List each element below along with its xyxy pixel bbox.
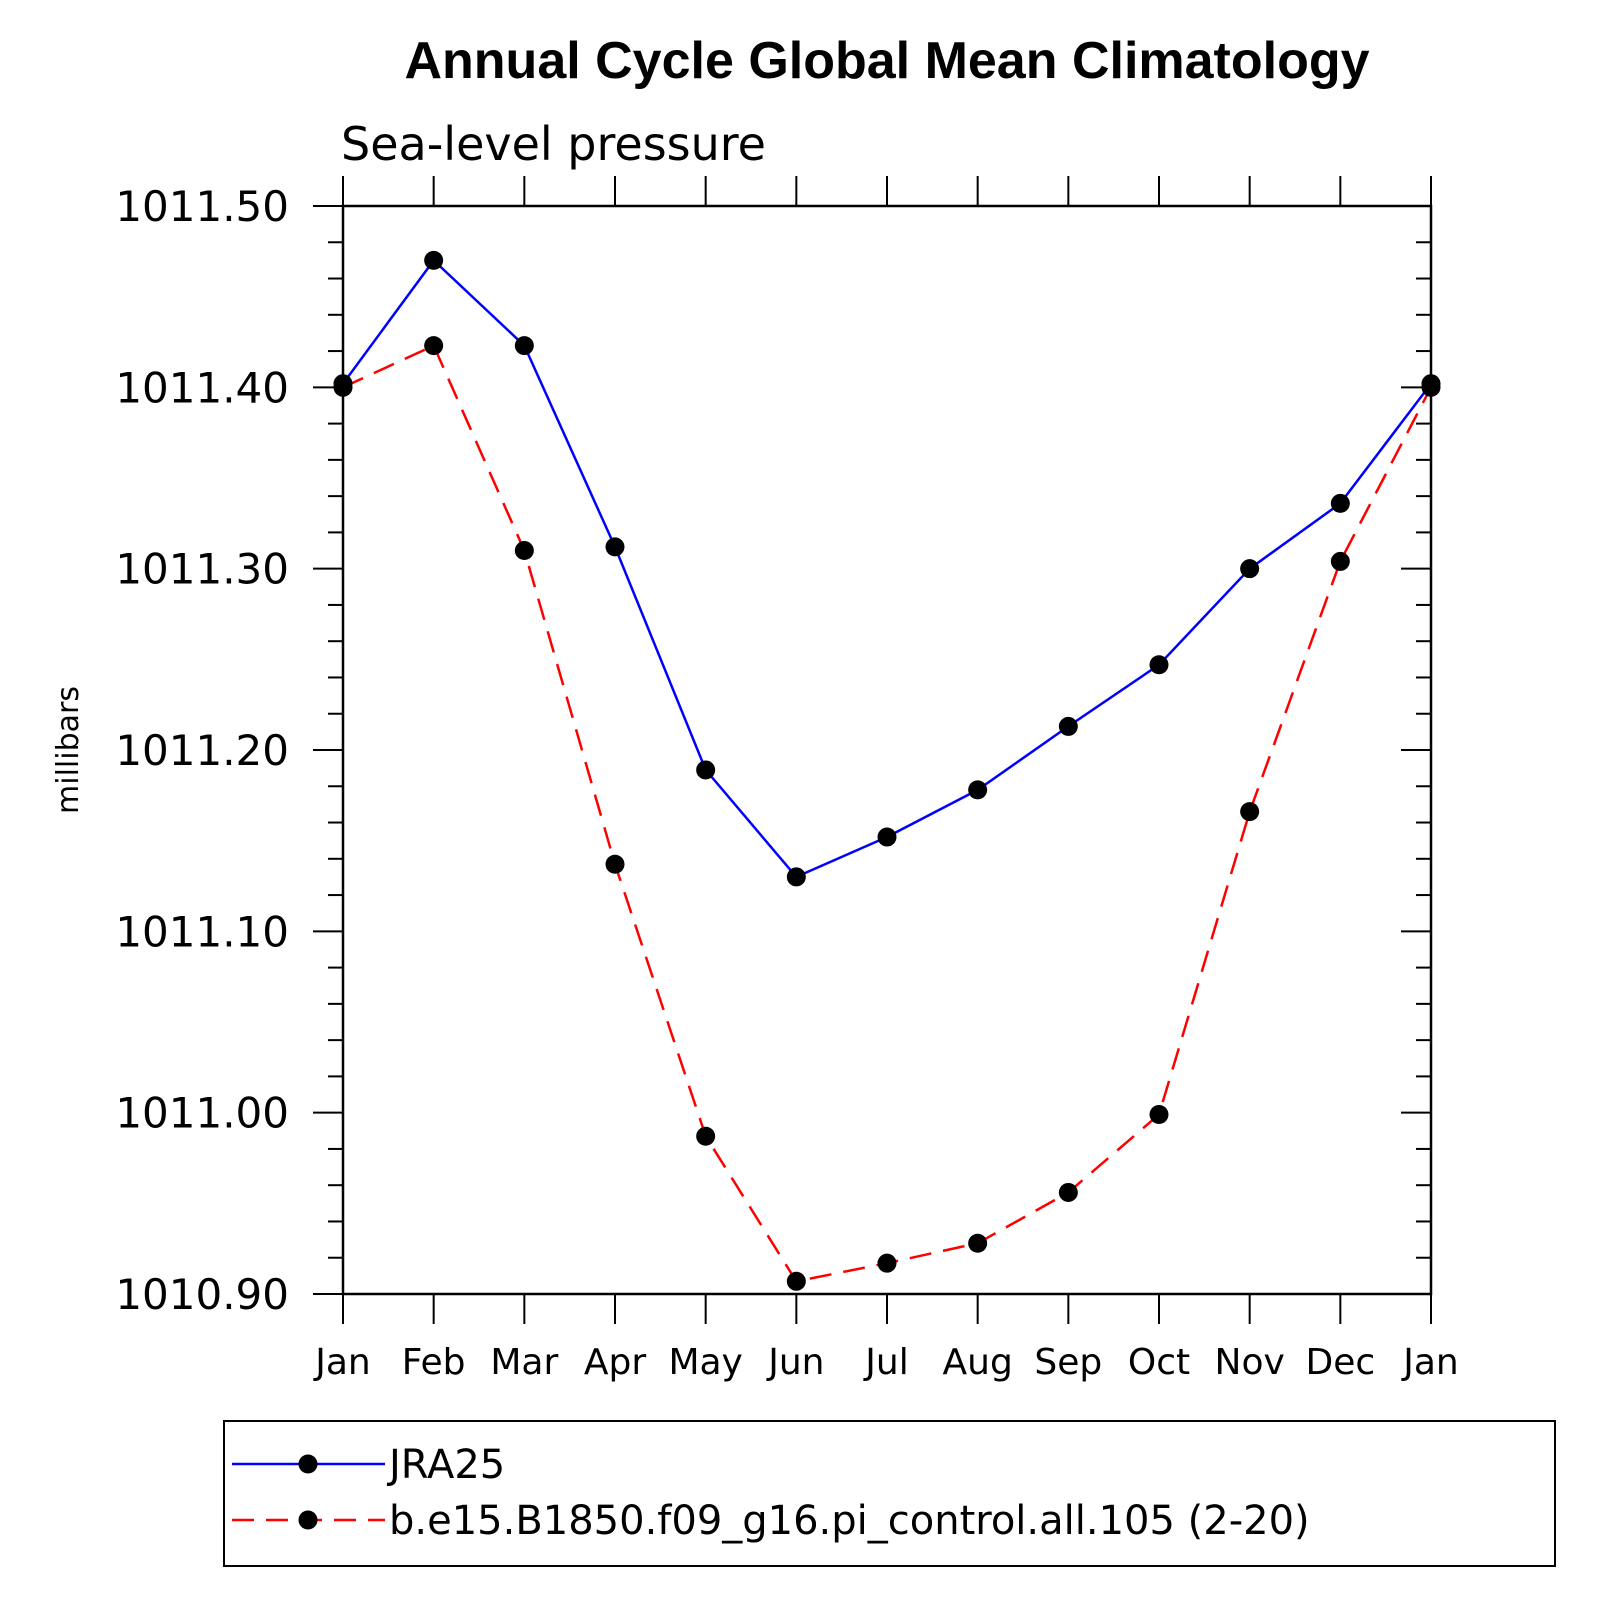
y-axis-label: millibars — [51, 686, 86, 814]
legend-label: b.e15.B1850.f09_g16.pi_control.all.105 (… — [389, 1498, 1310, 1544]
data-point — [424, 336, 444, 356]
data-point — [1058, 716, 1078, 736]
data-point — [968, 780, 988, 800]
x-tick-label: Oct — [1128, 1342, 1190, 1383]
x-tick-label: Jun — [766, 1342, 824, 1383]
legend: JRA25 b.e15.B1850.f09_g16.pi_control.all.… — [223, 1420, 1556, 1567]
data-point — [1330, 551, 1350, 571]
x-tick-label: Apr — [584, 1342, 646, 1383]
x-tick-labels: Jan Feb Mar Apr May Jun Jul Aug Sep Oct Nov Dec Jan — [313, 1342, 1459, 1383]
data-point — [1240, 802, 1260, 822]
data-point — [696, 760, 716, 780]
data-point — [424, 250, 444, 270]
series-line — [341, 258, 1432, 879]
data-point — [1149, 655, 1169, 675]
legend-marker — [298, 1454, 318, 1474]
x-tick-label: Mar — [490, 1342, 558, 1383]
data-point — [786, 1271, 806, 1291]
data-point — [968, 1233, 988, 1253]
x-tick-label: Jul — [863, 1342, 908, 1383]
legend-box — [223, 1420, 1556, 1567]
legend-marker — [298, 1510, 318, 1530]
series-line — [342, 343, 1433, 1283]
y-tick-label: 1011.40 — [115, 363, 289, 412]
data-point — [696, 1126, 716, 1146]
data-point — [877, 1253, 897, 1273]
data-point — [1240, 559, 1260, 579]
x-tick-label: Jan — [313, 1342, 371, 1383]
x-tick-label: May — [668, 1342, 742, 1383]
y-tick-labels: 1010.90 1011.00 1011.10 1011.20 1011.30 1011.… — [115, 182, 289, 1319]
y-tick-label: 1010.90 — [115, 1270, 289, 1319]
data-point — [605, 537, 625, 557]
y-tick-label: 1011.10 — [115, 907, 289, 956]
data-point — [786, 867, 806, 887]
x-tick-label: Jan — [1401, 1342, 1459, 1383]
y-tick-label: 1011.20 — [115, 726, 289, 775]
chart-subtitle: Sea-level pressure — [341, 117, 766, 171]
y-tick-label: 1011.30 — [115, 545, 289, 594]
x-tick-label: Dec — [1305, 1342, 1375, 1383]
data-point — [1149, 1104, 1169, 1124]
axis-ticks — [313, 176, 1432, 1324]
data-point — [514, 336, 534, 356]
x-tick-label: Feb — [402, 1342, 466, 1383]
x-tick-label: Aug — [943, 1342, 1013, 1383]
x-tick-label: Sep — [1034, 1342, 1102, 1383]
data-point — [514, 541, 534, 561]
data-point — [605, 854, 625, 874]
y-tick-label: 1011.50 — [115, 182, 289, 231]
series-layer — [333, 250, 1441, 1291]
legend-label: JRA25 — [386, 1442, 505, 1488]
plot-frame — [341, 204, 1433, 1296]
chart-title: Annual Cycle Global Mean Climatology — [404, 32, 1369, 90]
y-tick-label: 1011.00 — [115, 1089, 289, 1138]
data-point — [1330, 493, 1350, 513]
data-point — [877, 827, 897, 847]
data-point — [1058, 1182, 1078, 1202]
x-tick-label: Nov — [1215, 1342, 1285, 1383]
